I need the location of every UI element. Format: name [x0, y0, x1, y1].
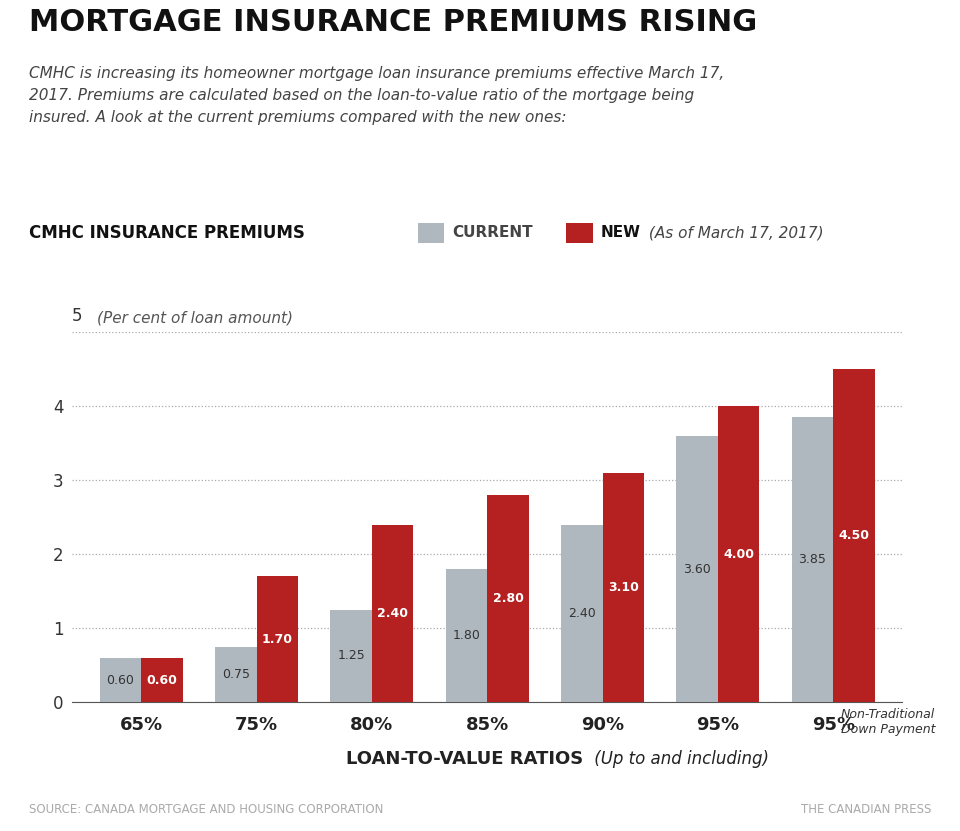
Text: (As of March 17, 2017): (As of March 17, 2017) — [644, 225, 824, 240]
Bar — [677, 436, 718, 702]
Text: 3.85: 3.85 — [799, 553, 827, 566]
Text: 2.80: 2.80 — [492, 593, 523, 605]
Text: (Up to and including): (Up to and including) — [589, 750, 769, 768]
Text: 0.60: 0.60 — [147, 673, 178, 686]
Bar — [603, 473, 644, 702]
Text: Non-Traditional
Down Payment: Non-Traditional Down Payment — [841, 708, 935, 736]
Text: NEW: NEW — [601, 225, 641, 240]
Text: CURRENT: CURRENT — [452, 225, 533, 240]
Text: MORTGAGE INSURANCE PREMIUMS RISING: MORTGAGE INSURANCE PREMIUMS RISING — [29, 8, 757, 37]
Bar — [256, 577, 298, 702]
Bar — [100, 658, 141, 702]
Text: 2.40: 2.40 — [568, 607, 595, 620]
Text: 4.00: 4.00 — [723, 548, 755, 561]
Text: 4.50: 4.50 — [838, 529, 870, 543]
Text: 5: 5 — [72, 307, 83, 325]
Text: LOAN-TO-VALUE RATIOS: LOAN-TO-VALUE RATIOS — [346, 750, 583, 768]
Text: 1.25: 1.25 — [337, 650, 365, 662]
Text: 3.10: 3.10 — [608, 581, 638, 594]
Bar — [372, 524, 414, 702]
Bar — [718, 406, 759, 702]
Bar — [330, 610, 372, 702]
Text: 1.80: 1.80 — [452, 629, 480, 642]
Bar — [561, 524, 603, 702]
Text: 1.70: 1.70 — [262, 633, 293, 646]
Text: 2.40: 2.40 — [377, 607, 408, 620]
Text: CMHC INSURANCE PREMIUMS: CMHC INSURANCE PREMIUMS — [29, 224, 304, 242]
Bar — [833, 369, 875, 702]
Text: 0.75: 0.75 — [222, 668, 250, 681]
Bar — [487, 495, 529, 702]
Text: CMHC is increasing its homeowner mortgage loan insurance premiums effective Marc: CMHC is increasing its homeowner mortgag… — [29, 66, 724, 125]
Bar — [141, 658, 182, 702]
Text: THE CANADIAN PRESS: THE CANADIAN PRESS — [801, 803, 931, 816]
Bar — [215, 647, 256, 702]
Text: SOURCE: CANADA MORTGAGE AND HOUSING CORPORATION: SOURCE: CANADA MORTGAGE AND HOUSING CORP… — [29, 803, 383, 816]
Bar — [792, 417, 833, 702]
Bar — [445, 569, 487, 702]
Text: 3.60: 3.60 — [684, 563, 711, 576]
Text: (Per cent of loan amount): (Per cent of loan amount) — [97, 310, 294, 325]
Text: 0.60: 0.60 — [107, 673, 134, 686]
